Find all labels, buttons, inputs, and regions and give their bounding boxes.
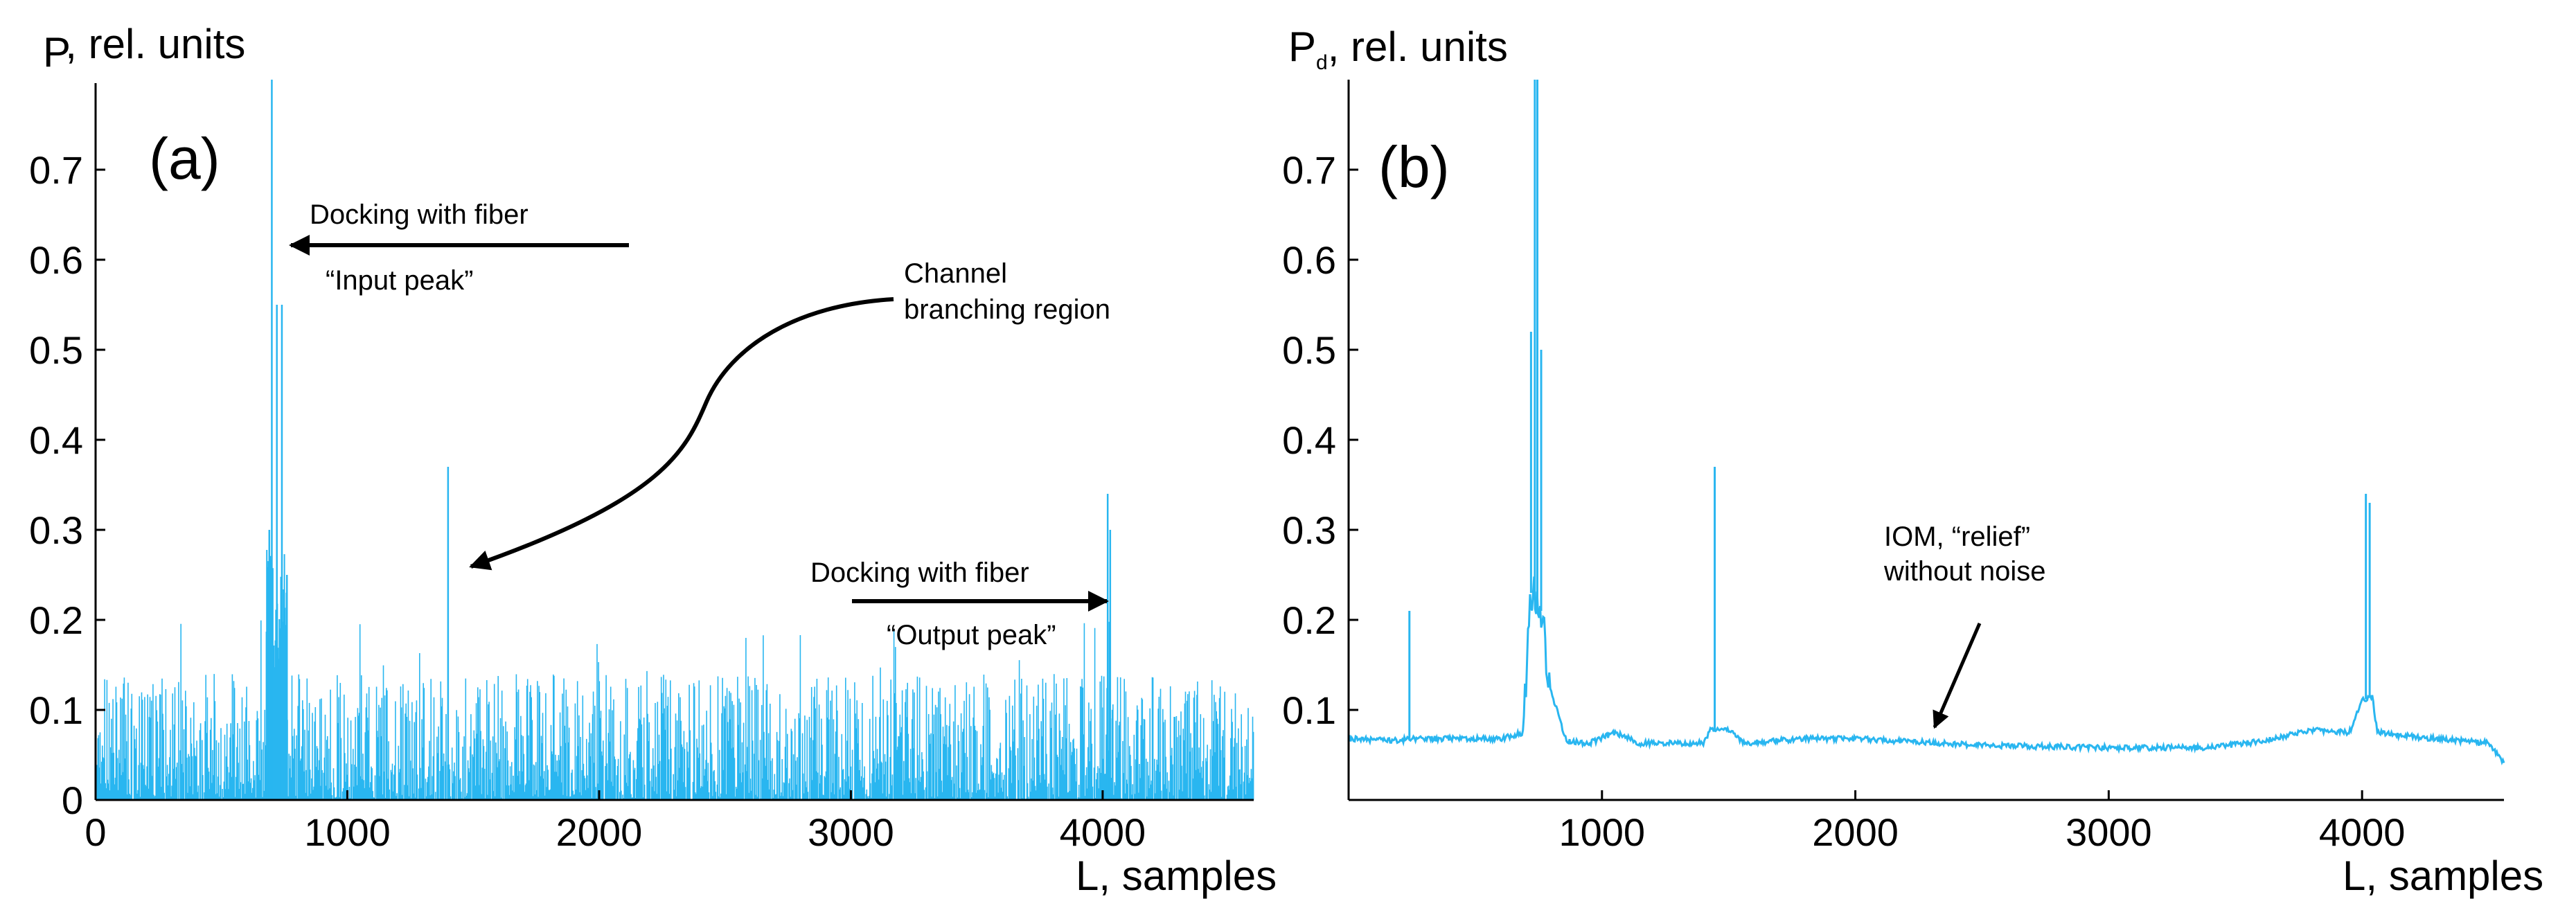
annotation-branching-region: branching region [904,294,1110,325]
panel-b-ytick-label: 0.7 [1282,148,1336,192]
panel-a-ytick-label: 0.7 [29,148,83,192]
panel-a-xtick-label: 0 [85,810,106,854]
panel-a-xtick-label: 3000 [808,810,894,854]
panel-a-ytick-label: 0.3 [29,508,83,552]
panel-a-ytick-label: 0.4 [29,418,83,462]
annotation-channel: Channel [904,258,1007,289]
panel-a-ticks: 0 0.1 0.2 0.3 0.4 0.5 0.6 0.7 0 1000 2000 3000 4000 [29,148,1146,854]
panel-b-xtick-label: 3000 [2066,810,2152,854]
panel-a-plot [95,80,1254,800]
annotation-docking-input: Docking with fiber [310,199,528,230]
panel-b-ytick-label: 0.5 [1282,328,1336,372]
panel-a-xtick-label: 1000 [304,810,391,854]
panel-b-ytick-label: 0.4 [1282,418,1336,462]
arrow-iom-relief [1933,623,1982,729]
panel-b-xtick-label: 1000 [1559,810,1646,854]
panel-b-xtick-label: 2000 [1812,810,1899,854]
panel-b-xlabel: L, samples [2343,853,2543,899]
panel-b-ytick-label: 0.6 [1282,238,1336,282]
panel-a-ytick-label: 0.5 [29,328,83,372]
panel-b-ylabel: Pd, rel. units [1288,24,1508,74]
panel-a-label: (a) [149,126,220,191]
annotation-input-peak: “Input peak” [326,265,473,296]
annotation-iom-relief: IOM, “relief” [1884,522,2030,552]
panel-a-ytick-label: 0.6 [29,238,83,282]
panel-a-xtick-label: 4000 [1060,810,1146,854]
panel-b-ytick-label: 0.1 [1282,688,1336,732]
panel-b-relief-line [1348,576,2505,766]
panel-a: P, rel. units (a) 0 0.1 0.2 0.3 0.4 0.5 0.6 0.7… [29,21,1277,899]
panel-b-plot [1348,80,2505,766]
panel-a-ytick-label: 0.2 [29,598,83,642]
annotation-without-noise: without noise [1883,556,2045,587]
annotation-docking-output: Docking with fiber [810,558,1029,588]
arrow-branching-region [469,297,894,571]
panel-a-ylabel: P, rel. units [43,21,245,75]
panel-a-ytick-label: 0 [62,778,83,822]
panel-b-ytick-label: 0.2 [1282,598,1336,642]
panel-b-ylabel-subscript: d [1316,51,1328,74]
panel-b: Pd, rel. units (b) 0.1 0.2 0.3 0.4 0.5 0.6 0.7… [1282,24,2543,899]
panel-a-ytick-label: 0.1 [29,688,83,732]
panel-a-xtick-label: 2000 [556,810,643,854]
panel-b-ytick-label: 0.3 [1282,508,1336,552]
panel-b-xtick-label: 4000 [2319,810,2406,854]
annotation-output-peak: “Output peak” [887,620,1056,650]
panel-a-xlabel: L, samples [1076,853,1277,899]
panel-b-label: (b) [1378,134,1450,199]
panel-b-ticks: 0.1 0.2 0.3 0.4 0.5 0.6 0.7 1000 2000 3000 4000 [1282,148,2405,854]
